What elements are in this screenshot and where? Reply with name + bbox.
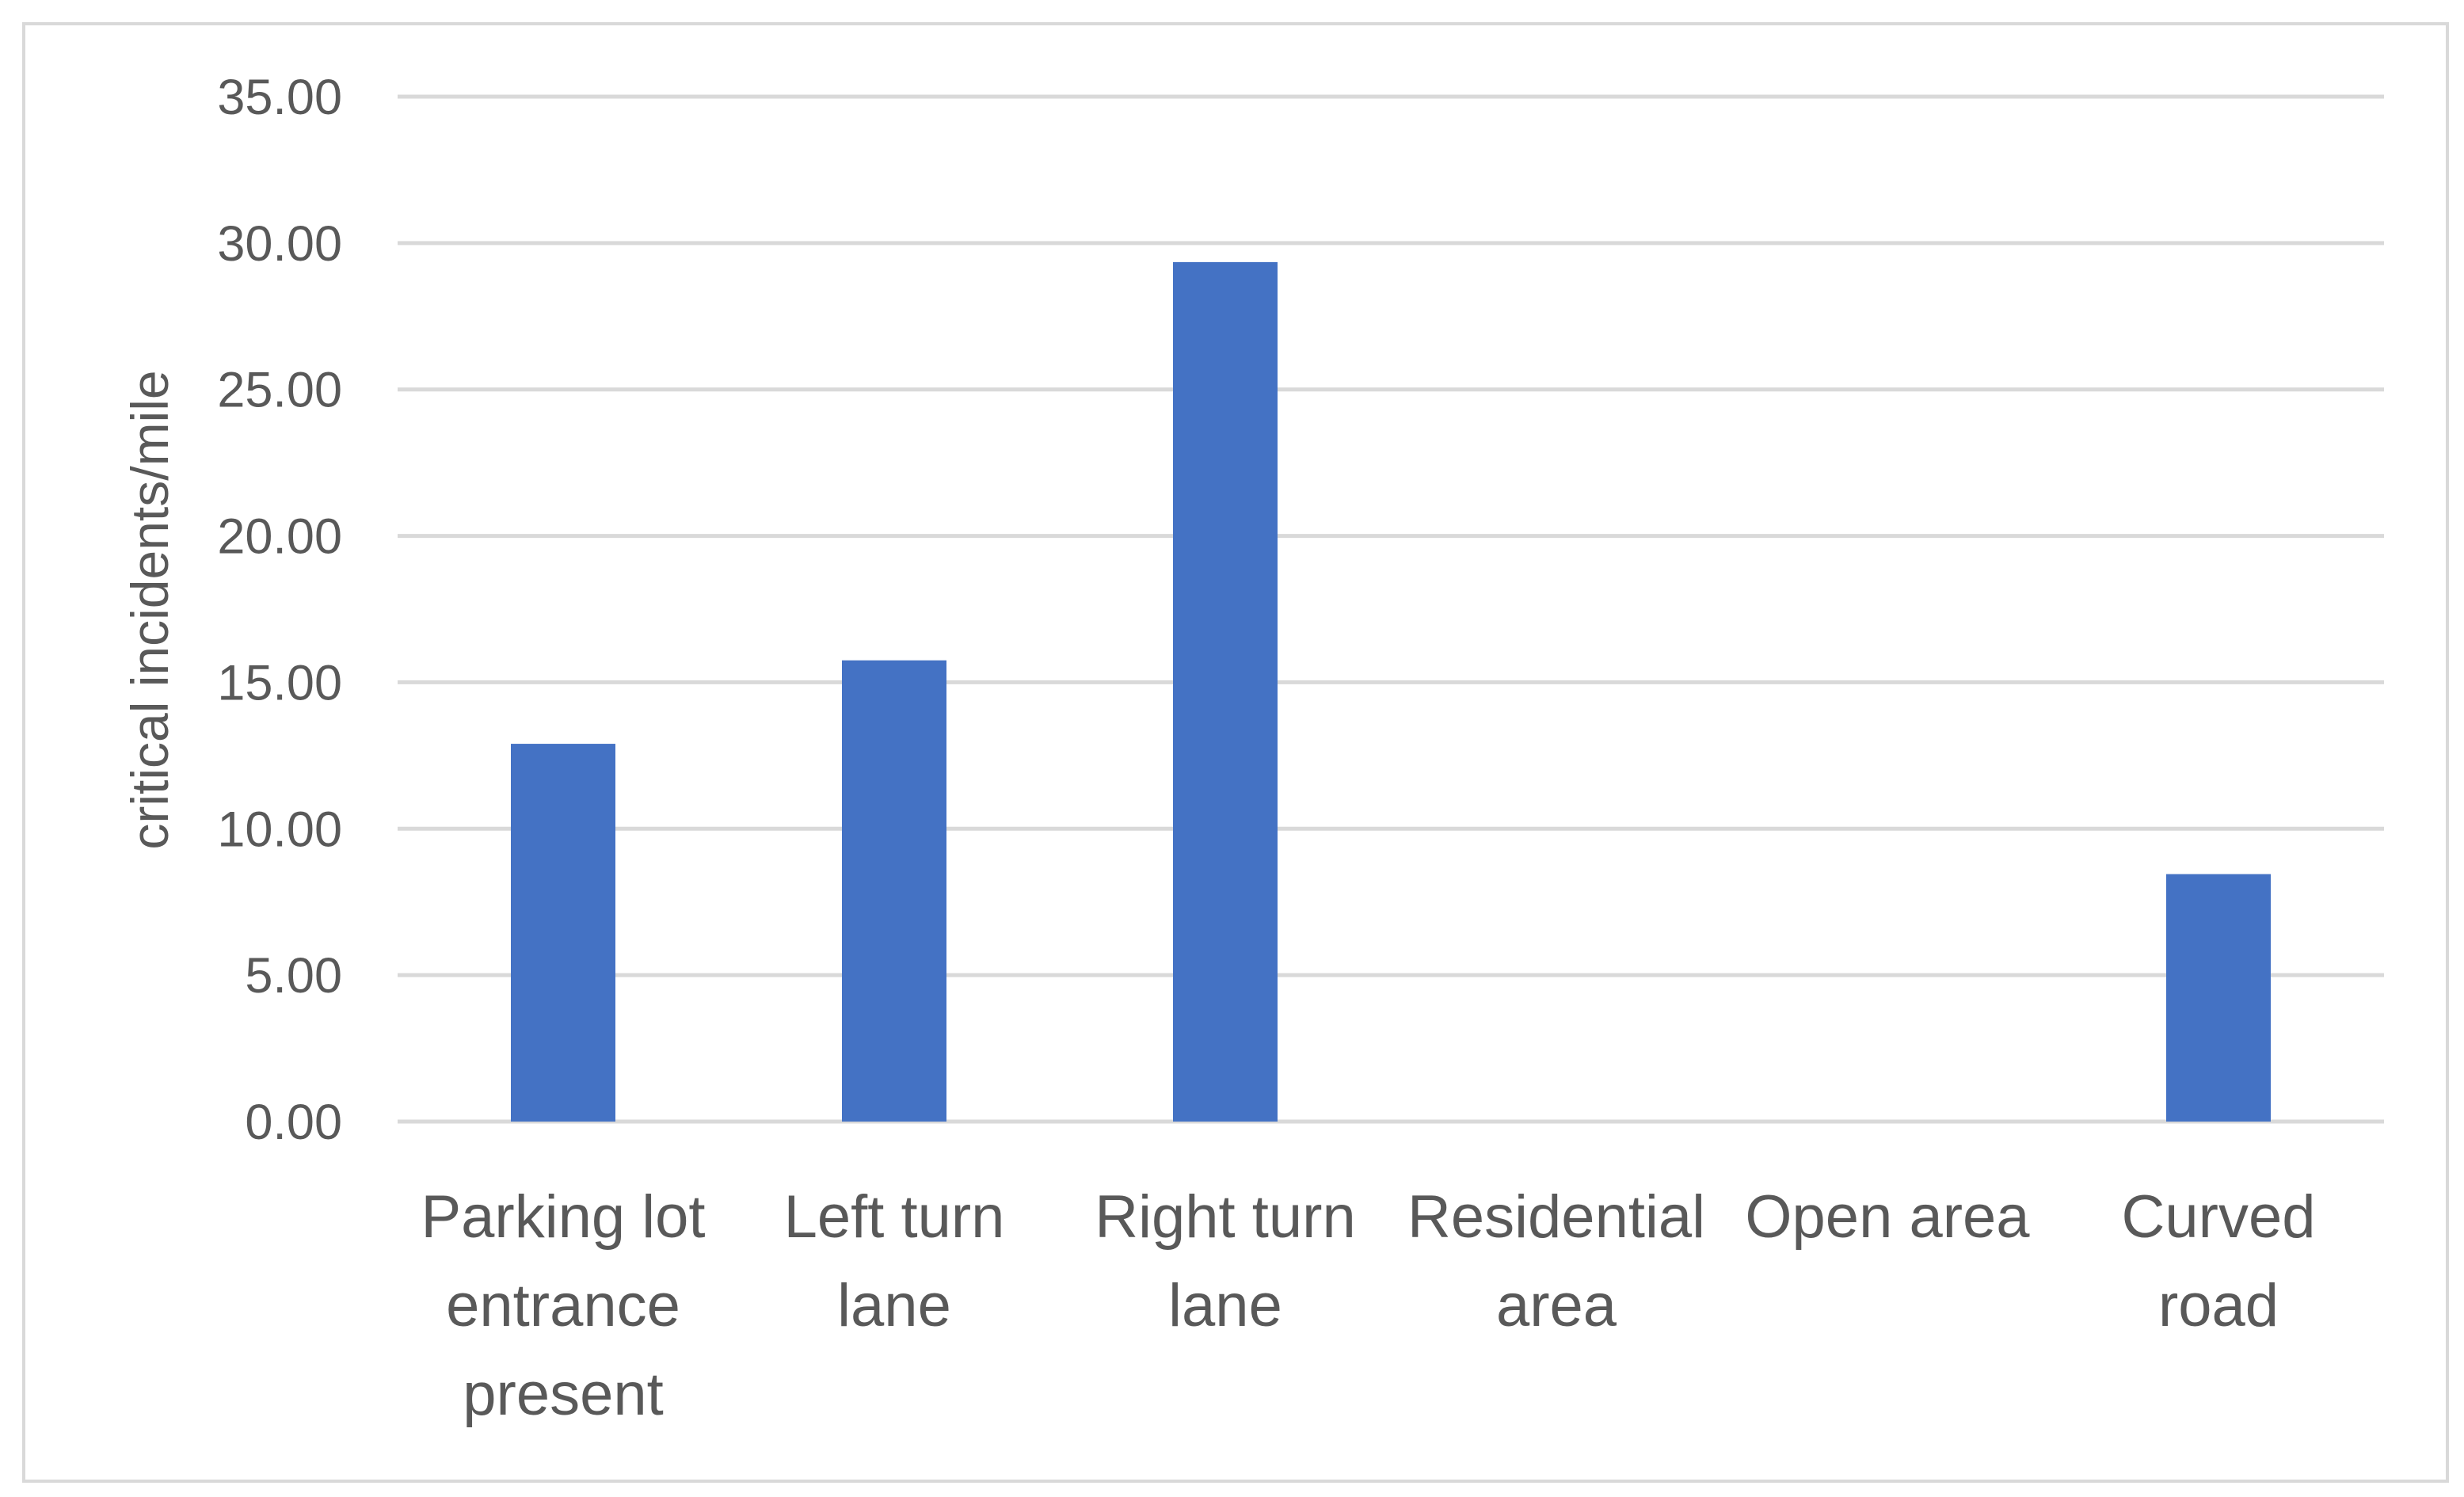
y-axis-tick-labels: 0.00 5.00 10.00 15.00 20.00 25.00 30.00 35.00 [217, 70, 342, 1150]
x-tick-label-line: lane [837, 1272, 951, 1339]
y-axis-label: critical incidents/mile [120, 370, 179, 849]
x-tick-label-line: Right turn [1095, 1183, 1356, 1251]
bar [511, 744, 615, 1122]
y-tick-label: 20.00 [217, 509, 342, 565]
bars [511, 261, 2271, 1122]
y-tick-label: 35.00 [217, 70, 342, 125]
y-tick-label: 10.00 [217, 802, 342, 857]
x-tick-label: Open area [1745, 1183, 2030, 1251]
gridlines [398, 94, 2384, 1124]
y-tick-label: 5.00 [245, 948, 342, 1004]
x-tick-label: Residential area [1407, 1183, 1705, 1339]
y-tick-label: 0.00 [245, 1095, 342, 1150]
x-tick-label-line: Residential [1407, 1183, 1705, 1251]
x-tick-label-line: area [1496, 1272, 1617, 1339]
x-tick-label-line: present [463, 1361, 664, 1428]
x-tick-label-line: road [2158, 1272, 2279, 1339]
x-tick-label-line: Left turn [784, 1183, 1005, 1251]
x-tick-label-line: Open area [1745, 1183, 2030, 1251]
y-tick-label: 30.00 [217, 216, 342, 272]
x-tick-label: Parking lot entrance present [421, 1183, 705, 1428]
y-tick-label: 15.00 [217, 655, 342, 710]
x-tick-label-line: Curved [2122, 1183, 2316, 1251]
bar [2166, 874, 2271, 1122]
x-tick-label-line: lane [1168, 1272, 1282, 1339]
y-tick-label: 25.00 [217, 363, 342, 418]
x-tick-label: Curved road [2122, 1183, 2316, 1339]
x-tick-label-line: entrance [446, 1272, 680, 1339]
x-tick-label-line: Parking lot [421, 1183, 705, 1251]
bar [842, 660, 946, 1122]
x-tick-label: Right turn lane [1095, 1183, 1356, 1339]
x-tick-label: Left turn lane [784, 1183, 1005, 1339]
bar [1173, 261, 1278, 1122]
